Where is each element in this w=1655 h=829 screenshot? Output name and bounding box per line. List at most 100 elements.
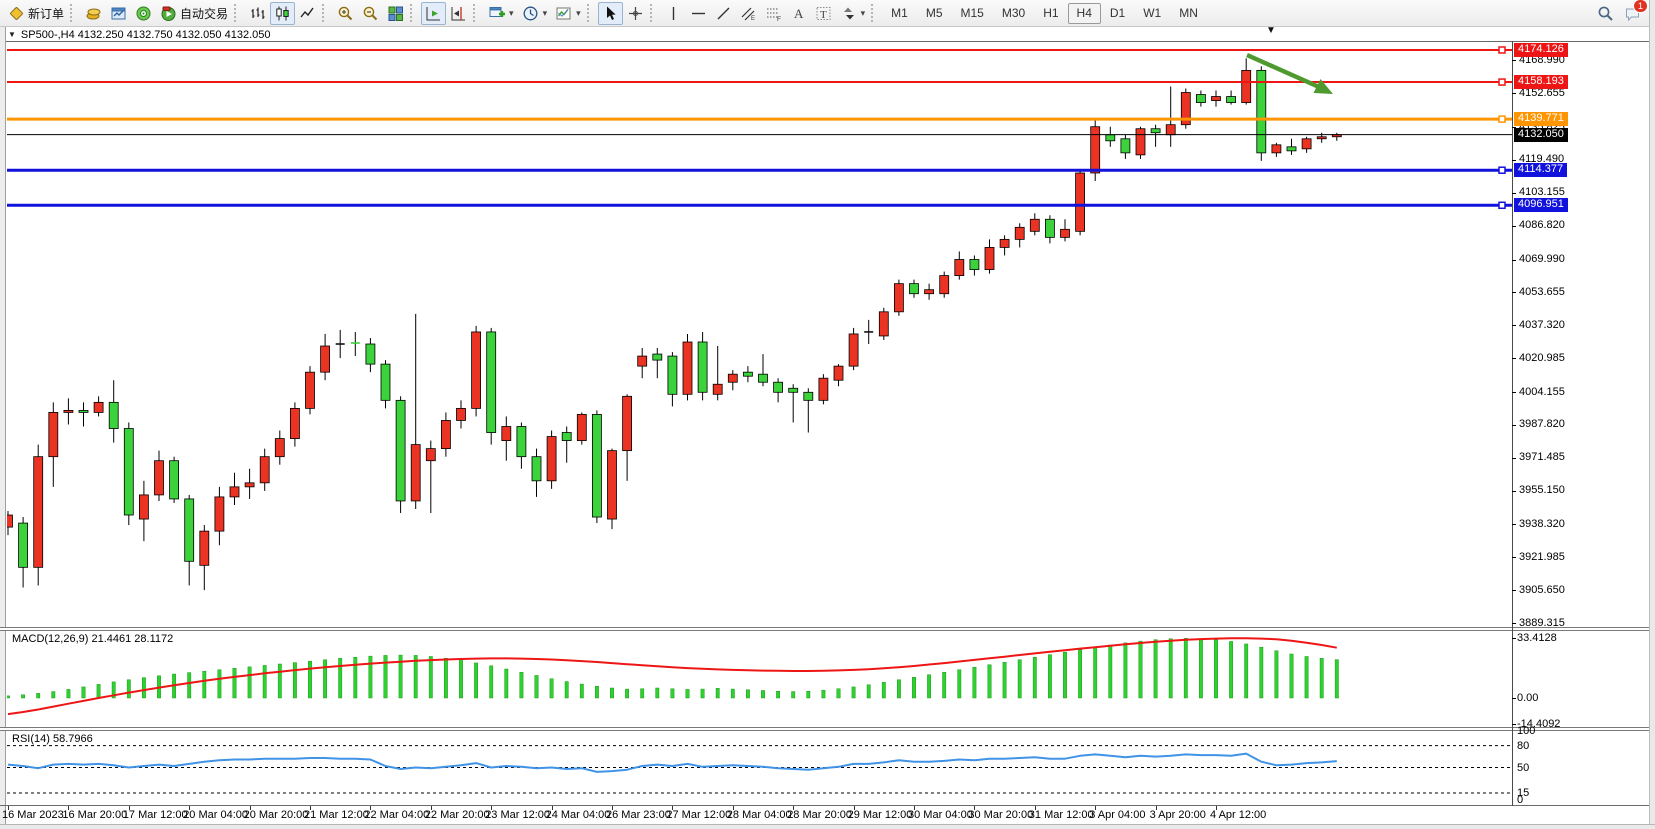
search-icon[interactable] bbox=[1597, 5, 1614, 22]
new-order-button[interactable]: 新订单 bbox=[4, 2, 68, 25]
line-handle[interactable] bbox=[1498, 115, 1506, 123]
terminal-button[interactable] bbox=[106, 2, 131, 25]
date-label: 31 Mar 12:00 bbox=[1028, 809, 1094, 821]
candlestick bbox=[244, 482, 255, 488]
candlestick bbox=[229, 486, 240, 498]
timeframe-d1[interactable]: D1 bbox=[1109, 6, 1126, 20]
candlestick-chart-button[interactable] bbox=[270, 1, 296, 25]
period-button[interactable]: ▾ bbox=[518, 2, 552, 25]
macd-bar bbox=[1047, 654, 1052, 699]
line-handle[interactable] bbox=[1498, 78, 1506, 86]
candlestick bbox=[365, 343, 376, 365]
text-tool[interactable]: A bbox=[786, 2, 811, 25]
rsi-tick-label: 100 bbox=[1517, 725, 1536, 737]
macd-bar bbox=[428, 656, 433, 699]
macd-bar bbox=[912, 677, 916, 699]
price-tick-label: 3955.150 bbox=[1519, 484, 1565, 497]
rsi-pane[interactable] bbox=[7, 731, 1512, 805]
price-tick-label: 4119.490 bbox=[1519, 153, 1565, 166]
macd-bar bbox=[866, 684, 871, 699]
candlestick bbox=[1271, 144, 1282, 154]
date-tick-mark bbox=[310, 806, 311, 810]
candlestick bbox=[1226, 96, 1236, 103]
signals-button[interactable] bbox=[131, 2, 156, 25]
level-price-label: 4096.951 bbox=[1514, 198, 1568, 213]
price-tick-mark bbox=[1512, 524, 1516, 526]
new-chart-button[interactable]: ▾ bbox=[484, 2, 518, 25]
macd-pane[interactable] bbox=[7, 631, 1512, 727]
timeframe-m1[interactable]: M1 bbox=[891, 6, 908, 20]
date-label: 23 Mar 12:00 bbox=[485, 809, 551, 821]
price-axis-border bbox=[1512, 41, 1513, 806]
line-chart-button[interactable] bbox=[295, 2, 320, 25]
crosshair-button[interactable] bbox=[623, 2, 648, 25]
annotation-arrow-head[interactable] bbox=[1313, 79, 1334, 94]
timeframe-m30[interactable]: M30 bbox=[1001, 6, 1026, 20]
timeframe-h1[interactable]: H1 bbox=[1043, 6, 1059, 20]
macd-bar bbox=[1168, 638, 1173, 699]
arrows-tool[interactable]: ▾ bbox=[836, 2, 870, 25]
auto-scroll-button[interactable] bbox=[421, 1, 447, 25]
horizontal-line-icon bbox=[691, 12, 705, 14]
timeframe-m5[interactable]: M5 bbox=[925, 6, 943, 20]
timeframe-h4[interactable]: H4 bbox=[1067, 2, 1101, 24]
horizontal-line-tool[interactable] bbox=[686, 2, 711, 25]
fibonacci-tool[interactable]: F bbox=[761, 2, 786, 25]
line-handle[interactable] bbox=[1498, 201, 1506, 210]
candlestick bbox=[712, 383, 723, 395]
down-triangle-marker[interactable]: ▼ bbox=[1266, 25, 1276, 36]
zoom-out-icon bbox=[363, 6, 378, 20]
timeframe-w1[interactable]: W1 bbox=[1143, 6, 1162, 20]
candlestick bbox=[1286, 146, 1297, 152]
timeframe-group: M1 M5 M15 M30 H1 H4 D1 W1 MN bbox=[882, 2, 1207, 24]
macd-bar bbox=[413, 655, 418, 699]
candlestick bbox=[93, 401, 104, 413]
candlestick bbox=[1301, 138, 1312, 150]
annotation-arrow-shaft[interactable] bbox=[1246, 52, 1320, 90]
candlestick bbox=[1014, 226, 1025, 240]
macd-tick-mark bbox=[1512, 698, 1516, 699]
pane-splitter[interactable] bbox=[0, 627, 1649, 631]
toolbar-grip bbox=[70, 4, 77, 22]
price-tick-label: 3921.985 bbox=[1519, 550, 1565, 563]
chart-shift-button[interactable] bbox=[446, 2, 471, 25]
pane-splitter[interactable] bbox=[0, 727, 1649, 731]
date-tick-mark bbox=[189, 806, 191, 810]
templates-button[interactable]: ▾ bbox=[551, 2, 585, 25]
price-tick-label: 4020.985 bbox=[1519, 351, 1565, 364]
candlestick bbox=[667, 355, 678, 395]
bar-chart-button[interactable] bbox=[245, 2, 270, 25]
date-label: 30 Mar 04:00 bbox=[908, 809, 973, 821]
zoom-in-button[interactable] bbox=[333, 2, 358, 25]
price-chart-pane[interactable] bbox=[7, 42, 1512, 627]
macd-bar bbox=[293, 662, 297, 699]
label-tool[interactable]: T bbox=[811, 2, 836, 25]
macd-bar bbox=[610, 687, 614, 699]
equidistant-channel-tool[interactable]: E bbox=[736, 2, 761, 25]
trendline-tool[interactable] bbox=[711, 2, 736, 25]
market-watch-button[interactable] bbox=[81, 2, 106, 25]
vertical-line-tool[interactable] bbox=[661, 2, 686, 25]
tile-windows-button[interactable] bbox=[383, 2, 408, 25]
timeframe-mn[interactable]: MN bbox=[1179, 6, 1198, 20]
date-label: 22 Mar 20:00 bbox=[424, 809, 490, 821]
macd-bar bbox=[489, 665, 494, 699]
macd-bar bbox=[217, 669, 222, 699]
line-handle[interactable] bbox=[1498, 166, 1506, 174]
macd-bar bbox=[1078, 649, 1083, 699]
zoom-out-button[interactable] bbox=[358, 2, 383, 25]
candlestick bbox=[909, 283, 919, 295]
auto-trading-button[interactable]: 自动交易 bbox=[156, 2, 232, 25]
notifications-button[interactable]: 1 bbox=[1624, 0, 1648, 22]
candlestick bbox=[833, 365, 844, 381]
price-tick-mark bbox=[1512, 457, 1516, 459]
macd-tick-label: -14.4092 bbox=[1517, 717, 1561, 730]
cursor-button[interactable] bbox=[597, 1, 623, 25]
chevron-down-icon[interactable]: ▼ bbox=[8, 30, 16, 39]
line-handle[interactable] bbox=[1498, 46, 1506, 54]
candlestick bbox=[969, 259, 980, 270]
chart-shift-icon bbox=[451, 6, 466, 20]
template-icon bbox=[556, 7, 571, 19]
macd-bar bbox=[141, 677, 146, 699]
timeframe-m15[interactable]: M15 bbox=[960, 6, 984, 20]
